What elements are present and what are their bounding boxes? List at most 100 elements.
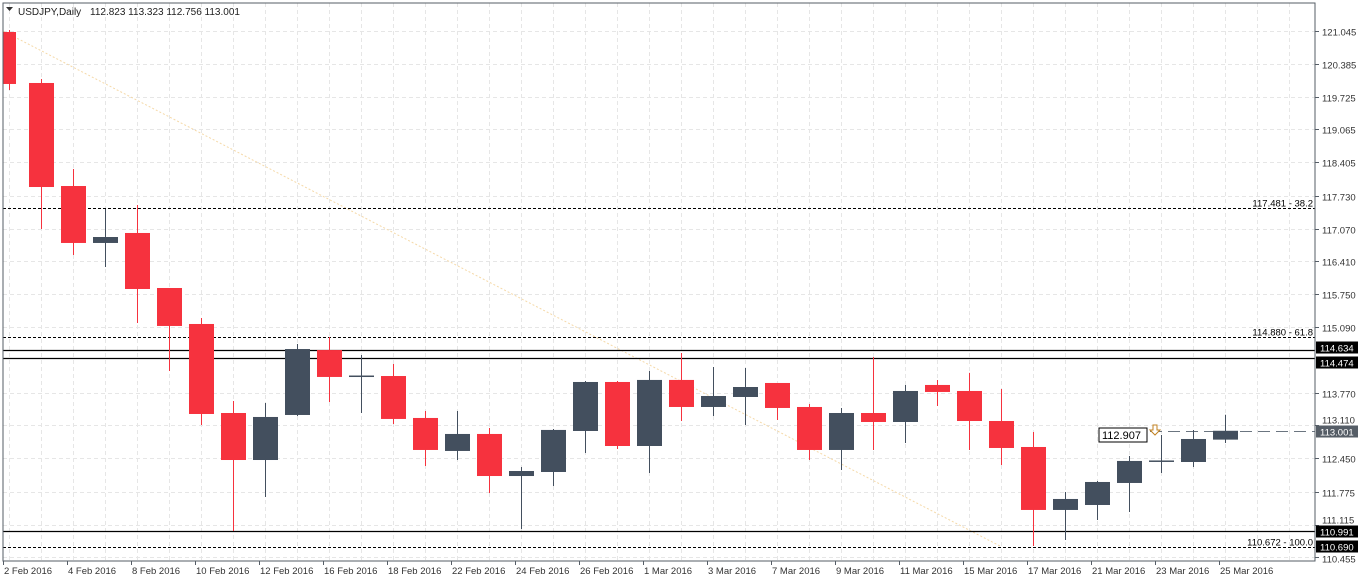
candle [29,79,54,230]
candle [1053,491,1078,540]
x-tick-label: 16 Feb 2016 [324,566,377,577]
candle [957,372,982,450]
candle [61,169,86,255]
candle-body [61,186,86,243]
y-tick-label: 118.405 [1322,159,1356,170]
y-tick-label: 121.045 [1322,28,1356,39]
x-tick-label: 21 Mar 2016 [1092,566,1145,577]
x-tick-label: 4 Feb 2016 [68,566,116,577]
candle [733,367,758,425]
fib-trend-line [2,30,1002,547]
candle [317,337,342,403]
candle [1021,431,1046,546]
candle [3,30,16,90]
candle [349,354,374,413]
x-tick-label: 23 Mar 2016 [1156,566,1209,577]
candle [1213,414,1238,443]
down-arrow-icon [1148,424,1162,436]
candle [477,427,502,494]
y-tick-label: 115.090 [1322,324,1356,335]
x-tick-label: 2 Feb 2016 [4,566,52,577]
fib-level-label: 114.880 - 61.8 [1252,328,1313,339]
x-tick-label: 22 Feb 2016 [452,566,505,577]
candle [381,363,406,424]
candle [221,401,246,531]
candle-body [253,416,278,461]
price-label: 114.474 [1320,359,1354,370]
fib-level-label: 110.672 - 100.0 [1247,538,1313,549]
x-tick-label: 7 Mar 2016 [772,566,820,577]
price-axis[interactable]: 121.045 120.385 119.725 119.065 118.405 117.7… [1315,28,1356,566]
x-tick-label: 15 Mar 2016 [964,566,1017,577]
price-label: 114.634 [1320,344,1354,355]
candle-body [797,406,822,450]
candle [1149,434,1174,473]
fib-trend-line[interactable] [2,30,1002,547]
candle-body [829,412,854,450]
chart-header: USDJPY,Daily 112.823 113.323 112.756 113… [6,7,240,18]
x-tick-label: 1 Mar 2016 [644,566,692,577]
y-tick-label: 111.775 [1322,489,1355,500]
candle-body [637,379,662,446]
y-tick-label: 117.070 [1322,226,1356,237]
candle [765,382,790,421]
candle [893,384,918,443]
candle [285,344,310,416]
dropdown-triangle-icon[interactable] [6,7,13,11]
candle-body [285,349,310,415]
candle [157,287,182,371]
fib-level-label: 117.481 - 38.2 [1252,199,1313,210]
symbol-label: USDJPY,Daily [18,7,81,18]
candles [3,30,1238,546]
candle-body [3,31,16,84]
candle [989,388,1014,465]
price-tags: 114.634 114.474 110.991 110.690 113.001 112.9… [1098,341,1358,554]
x-tick-label: 12 Feb 2016 [260,566,313,577]
candle-body [445,433,470,451]
bid-label: 113.001 [1320,428,1354,439]
candle [509,466,534,529]
candle [413,410,438,466]
y-tick-label: 116.410 [1322,258,1356,269]
candle-body [733,387,758,397]
y-tick-label: 115.750 [1322,291,1356,302]
candle [829,407,854,471]
candle-body [413,417,438,450]
candle-body [189,323,214,414]
candle-body [573,381,598,431]
y-tick-label: 117.730 [1322,193,1356,204]
candle-body [669,379,694,407]
candle-body [989,420,1014,448]
candle-body [1117,460,1142,483]
price-label-box [1316,525,1358,538]
level-lines[interactable]: 117.481 - 38.2 114.880 - 61.8 110.672 - 10… [3,199,1315,549]
x-tick-label: 11 Mar 2016 [900,566,953,577]
x-tick-label: 25 Mar 2016 [1220,566,1273,577]
candle [189,318,214,425]
candle [1181,429,1206,467]
candle [541,428,566,487]
candle [797,403,822,461]
candle-body [1085,481,1110,505]
candle [1117,455,1142,512]
candle-body [157,287,182,326]
price-label-box [1316,540,1358,553]
candle-body [1149,460,1174,462]
candle-body [93,237,118,243]
candle [925,379,950,406]
price-tag-label: 112.907 [1102,430,1141,442]
candle [445,410,470,461]
candle-body [349,375,374,378]
candle-body [541,429,566,472]
y-tick-label: 110.455 [1322,555,1356,566]
time-axis[interactable]: 2 Feb 2016 4 Feb 2016 8 Feb 2016 10 Feb 201… [3,561,1274,577]
x-tick-label: 17 Mar 2016 [1028,566,1081,577]
bid-label-box [1316,425,1358,438]
candle [1085,480,1110,520]
candle-body [605,381,630,446]
candle-body [381,376,406,419]
candle [125,204,150,323]
candle-body [509,470,534,477]
price-label: 110.991 [1320,528,1354,539]
